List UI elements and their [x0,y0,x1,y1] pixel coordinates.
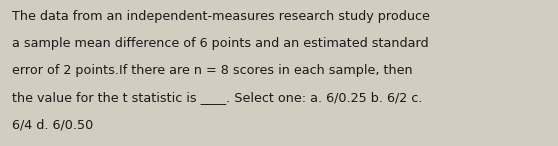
Text: error of 2 points.If there are n = 8 scores in each sample, then: error of 2 points.If there are n = 8 sco… [12,64,413,77]
Text: The data from an independent-measures research study produce: The data from an independent-measures re… [12,10,430,23]
Text: 6/4 d. 6/0.50: 6/4 d. 6/0.50 [12,118,94,131]
Text: the value for the t statistic is ____.​ Select one: a. 6/0.25 b. 6/2 c.: the value for the t statistic is ____.​ … [12,91,422,104]
Text: a sample mean difference of 6 points and an estimated standard: a sample mean difference of 6 points and… [12,37,429,50]
